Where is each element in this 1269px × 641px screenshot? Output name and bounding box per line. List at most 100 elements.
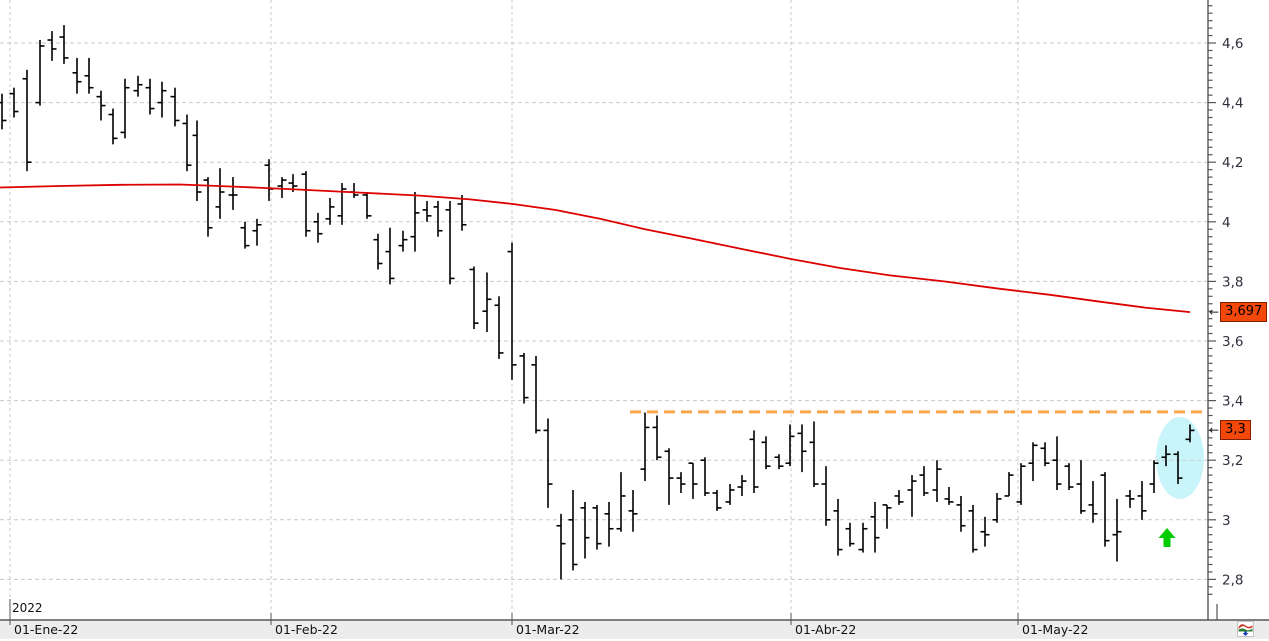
ohlc-bar	[469, 266, 479, 330]
y-axis-label: 3,8	[1222, 274, 1243, 290]
ohlc-bar	[240, 221, 250, 249]
price-badge: ← 3,697	[1209, 302, 1268, 322]
ohlc-bar	[992, 492, 1002, 523]
ohlc-bar	[1125, 490, 1135, 508]
ohlc-bar	[907, 475, 917, 517]
gridlines	[0, 0, 1208, 620]
ohlc-bar	[482, 272, 492, 333]
ohlc-bar	[870, 501, 880, 553]
y-axis-label: 3	[1222, 513, 1231, 529]
highlight-ellipse	[1156, 417, 1204, 499]
ohlc-bars	[0, 25, 1195, 580]
ohlc-bar	[385, 227, 395, 285]
logo-green-wave	[1238, 628, 1253, 632]
year-label: 2022	[12, 601, 43, 615]
ohlc-bar	[592, 504, 602, 550]
ohlc-bar	[980, 516, 990, 547]
ohlc-bar	[652, 415, 662, 461]
ohlc-bar	[919, 466, 929, 496]
badge-left-arrow-icon: ←	[1209, 305, 1220, 319]
ohlc-bar	[531, 355, 541, 434]
ohlc-bar	[944, 487, 954, 505]
y-axis-label: 3,2	[1222, 453, 1243, 469]
x-axis-label: 01-May-22	[1022, 622, 1088, 637]
ohlc-bar	[9, 87, 19, 118]
ohlc-bar	[108, 108, 118, 145]
ohlc-bar	[362, 192, 372, 219]
ohlc-bar	[457, 194, 467, 231]
ohlc-bar	[398, 230, 408, 252]
ohlc-bar	[35, 40, 45, 106]
ohlc-bar	[422, 200, 432, 222]
ohlc-bar	[664, 448, 674, 505]
ohlc-bar	[228, 177, 238, 210]
price-badge-value: 3,697	[1220, 302, 1268, 322]
ohlc-bar	[145, 78, 155, 115]
ohlc-bar	[858, 522, 868, 553]
ohlc-bar	[712, 490, 722, 511]
ohlc-bar	[1040, 442, 1050, 467]
ohlc-bar	[761, 436, 771, 470]
ohlc-bar	[215, 168, 225, 219]
ohlc-bar	[676, 472, 686, 493]
ohlc-bar	[252, 218, 262, 246]
ohlc-bar	[373, 233, 383, 270]
ohlc-bar	[749, 430, 759, 493]
ohlc-bar	[580, 501, 590, 559]
ohlc-bar	[821, 466, 831, 526]
ohlc-bar	[1161, 445, 1171, 467]
x-axis-label: 01-Mar-22	[516, 622, 580, 637]
y-axis-label: 2,8	[1222, 572, 1243, 588]
price-badge: ← 3,3	[1209, 420, 1251, 440]
ohlc-bar	[192, 120, 202, 201]
ohlc-bar	[1100, 472, 1110, 547]
ohlc-bar	[894, 490, 904, 505]
ohlc-bar	[47, 31, 57, 61]
ohlc-bar	[568, 490, 578, 571]
moving-average-line	[0, 183, 1191, 313]
y-axis-label: 3,6	[1222, 334, 1243, 350]
ohlc-bar	[737, 475, 747, 496]
ohlc-bar	[22, 69, 32, 172]
ohlc-bar	[507, 242, 517, 380]
y-axis-label: 3,4	[1222, 394, 1243, 410]
ohlc-bar	[84, 57, 94, 94]
x-axis: 01-Ene-22 01-Feb-22 01-Mar-22 01-Abr-22 01-M…	[9, 599, 1088, 637]
ohlc-bar	[1149, 460, 1159, 493]
ohlc-bar	[0, 93, 7, 130]
y-axis-label: 4,2	[1222, 155, 1243, 171]
ohlc-bar	[182, 114, 192, 172]
ohlc-bar	[1028, 442, 1038, 482]
ohlc-bar	[1088, 481, 1098, 523]
ohlc-bar	[604, 501, 614, 547]
ohlc-bar	[264, 159, 274, 201]
ohlc-bar	[774, 454, 784, 470]
ohlc-bar	[1112, 498, 1122, 562]
ohlc-bar	[640, 412, 650, 482]
ohlc-bar	[1173, 451, 1183, 485]
ohlc-bar	[433, 200, 443, 237]
ohlc-bar	[1185, 424, 1195, 443]
x-axis-strip	[0, 621, 1269, 639]
ohlc-bar	[203, 177, 213, 237]
ohlc-bar	[410, 192, 420, 252]
ohlc-bar	[494, 296, 504, 359]
ohlc-bar	[968, 504, 978, 553]
ohlc-bar	[277, 177, 287, 198]
y-axis-label: 4	[1222, 215, 1231, 231]
badge-left-arrow-icon: ←	[1209, 423, 1220, 437]
ohlc-bar	[1064, 463, 1074, 490]
ohlc-bar	[170, 87, 180, 127]
ohlc-bar	[628, 490, 638, 532]
ohlc-bar	[1016, 463, 1026, 505]
logo-red-wave	[1238, 624, 1253, 629]
ohlc-bar	[133, 75, 143, 97]
ohlc-bar	[72, 57, 82, 94]
logo-blue-arrow	[1242, 631, 1249, 636]
x-axis-label: 01-Abr-22	[795, 622, 856, 637]
ohlc-bar	[882, 504, 892, 529]
y-axis: 4,6 4,4 4,2 4 3,8 3,6 3,4 3,2 3 2,8	[1208, 5, 1243, 595]
ohlc-bar	[956, 495, 966, 532]
